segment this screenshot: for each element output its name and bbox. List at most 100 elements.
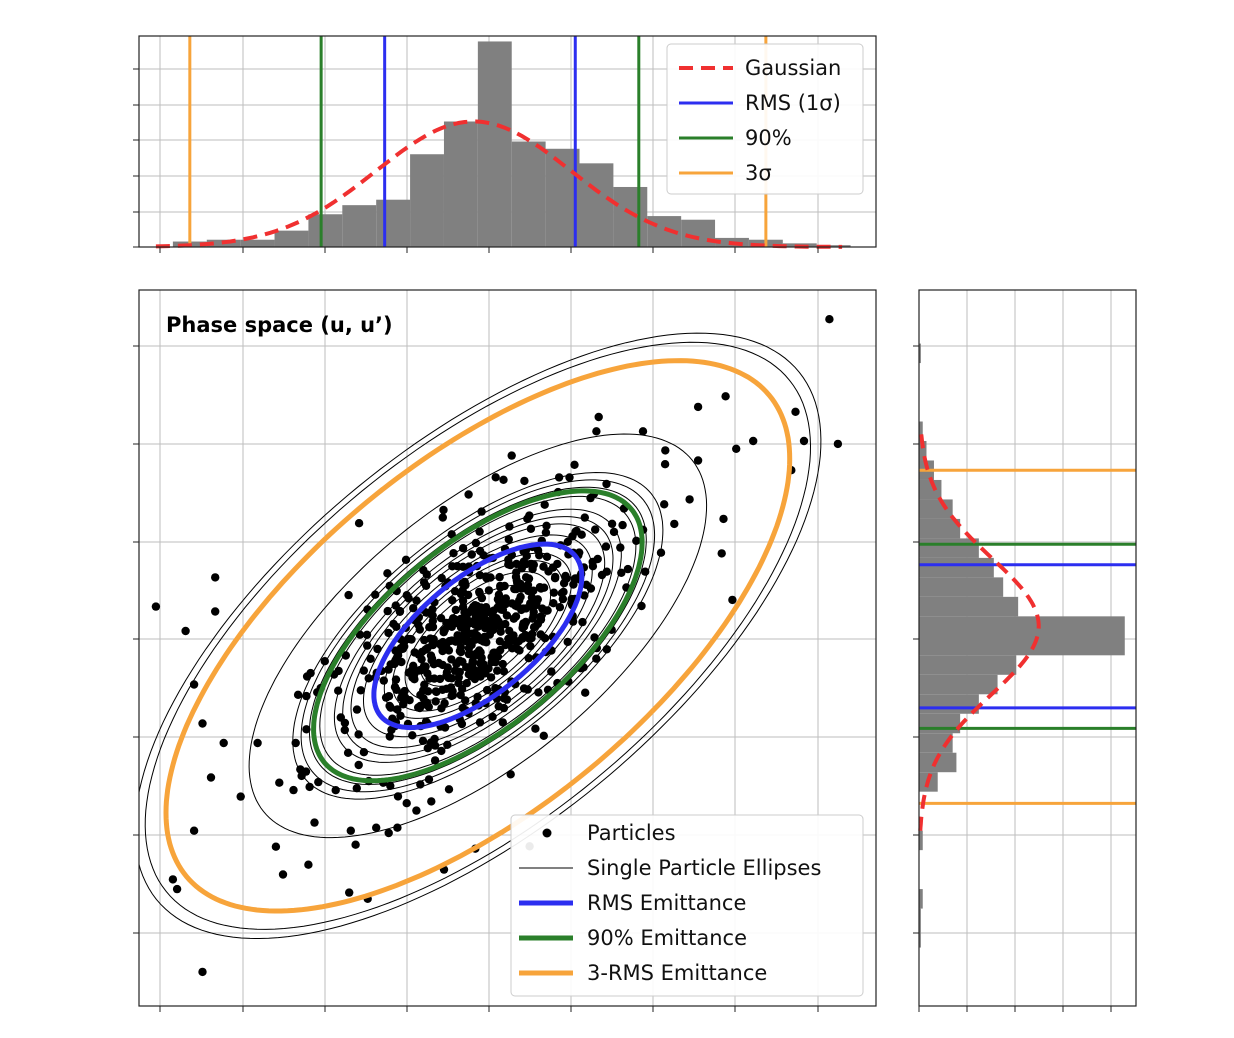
particle xyxy=(414,620,423,629)
particle xyxy=(577,530,586,539)
particle xyxy=(601,542,611,551)
particle xyxy=(468,656,477,666)
right-histogram-ticks xyxy=(913,345,1112,1012)
particle xyxy=(341,651,350,660)
emittance-ellipses xyxy=(163,358,793,914)
particle xyxy=(450,587,460,596)
particle xyxy=(402,799,411,808)
particle xyxy=(458,596,468,606)
single-particle-ellipse xyxy=(392,560,564,712)
particle xyxy=(524,634,533,643)
histogram-bar xyxy=(919,538,979,558)
particle xyxy=(549,599,558,608)
particle xyxy=(592,427,601,436)
particle xyxy=(440,699,449,708)
particle xyxy=(464,490,473,499)
particle xyxy=(445,636,454,646)
particle xyxy=(458,579,467,588)
histogram-bar xyxy=(919,830,923,851)
top-histogram-frame xyxy=(138,35,877,248)
particle xyxy=(495,572,504,582)
particle xyxy=(617,568,626,577)
particle xyxy=(310,818,319,827)
phase-space-legend: Particles Single Particle Ellipses RMS Emi… xyxy=(510,814,864,997)
particle xyxy=(206,773,216,782)
particle xyxy=(397,693,406,702)
particle xyxy=(410,675,419,684)
particle xyxy=(364,674,373,683)
top-histogram: Gaussian RMS (1σ) 90% 3σ xyxy=(133,35,877,253)
particle xyxy=(366,654,375,663)
particle xyxy=(297,771,306,781)
histogram-bar xyxy=(579,163,614,247)
particle xyxy=(430,734,439,744)
particle xyxy=(526,642,535,651)
particle xyxy=(693,456,703,465)
particle xyxy=(424,775,434,784)
particle xyxy=(533,546,543,555)
particle xyxy=(393,705,402,714)
particle xyxy=(428,640,438,650)
phase-space-title: Phase space (u, u’) xyxy=(166,313,393,337)
particle xyxy=(592,654,601,663)
particle xyxy=(189,680,199,689)
top-gaussian-curve xyxy=(155,119,843,249)
particle xyxy=(399,700,408,709)
particle xyxy=(402,591,411,600)
particle xyxy=(444,785,454,794)
particle xyxy=(412,806,421,815)
particle xyxy=(498,659,507,669)
particle xyxy=(449,549,458,558)
particle xyxy=(499,667,509,676)
particle xyxy=(386,660,395,669)
particle xyxy=(431,687,441,696)
particle xyxy=(513,645,523,654)
particle xyxy=(422,698,432,707)
particle xyxy=(437,573,446,583)
particle xyxy=(393,651,403,660)
phase-space-plot: Phase space (u, u’) Particles Single Part… xyxy=(133,289,877,1012)
particle xyxy=(513,602,522,611)
particle xyxy=(520,476,529,486)
particle xyxy=(607,519,617,528)
particle xyxy=(590,633,599,642)
particle xyxy=(459,630,468,639)
particle xyxy=(415,703,425,713)
legend-label-three_sigma: 3σ xyxy=(745,161,772,185)
particle xyxy=(482,573,491,582)
particle xyxy=(454,673,463,682)
particle xyxy=(488,655,497,664)
particle xyxy=(656,548,666,557)
particle xyxy=(523,580,533,590)
particle xyxy=(386,703,395,712)
histogram-bar xyxy=(410,154,444,247)
particle xyxy=(447,530,456,539)
particle xyxy=(535,583,545,592)
particle xyxy=(475,527,484,536)
particle xyxy=(558,594,568,604)
particle xyxy=(419,565,428,575)
particle xyxy=(198,967,207,977)
legend-label-gaussian: Gaussian xyxy=(745,56,841,80)
particle xyxy=(505,522,514,531)
particle xyxy=(467,550,476,559)
histogram-bar xyxy=(919,733,953,753)
particle xyxy=(423,744,432,753)
particle xyxy=(302,672,312,681)
particle xyxy=(373,644,382,654)
histogram-bar xyxy=(919,421,923,441)
particle xyxy=(486,673,496,682)
particle xyxy=(417,647,427,657)
particle xyxy=(719,514,728,524)
particle xyxy=(516,592,525,601)
particle xyxy=(401,555,411,564)
legend-label-three_sigma: 3-RMS Emittance xyxy=(587,961,767,985)
particle xyxy=(408,731,417,740)
particle xyxy=(501,594,510,603)
particle xyxy=(494,590,504,599)
particle xyxy=(511,584,521,594)
particle xyxy=(586,584,596,593)
particle xyxy=(437,746,446,756)
particle xyxy=(523,514,532,523)
